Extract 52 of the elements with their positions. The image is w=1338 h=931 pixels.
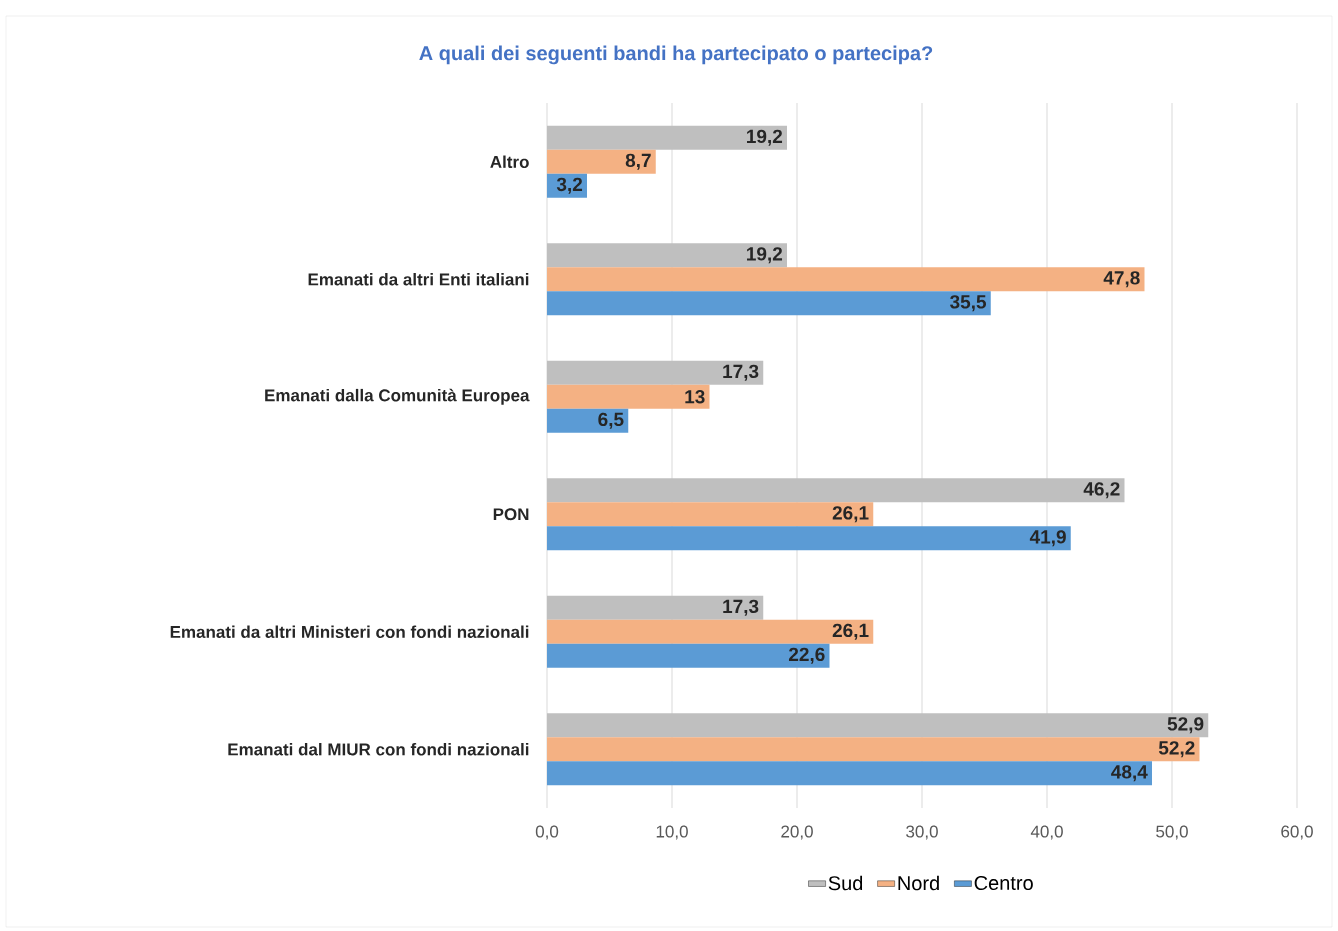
bar [547,408,629,433]
data-label: 41,9 [1029,530,1066,547]
x-tick-label: 0,0 [535,825,559,840]
x-tick-label: 20,0 [781,825,813,840]
data-label: 13 [685,390,705,404]
data-label: 19,2 [747,247,783,264]
legend-label: Sud [828,875,863,891]
x-tick-label: 40,0 [1030,825,1063,840]
x-tick-label: 10,0 [656,825,688,840]
data-label: 17,3 [723,364,759,381]
data-label: 8,7 [625,153,651,170]
bar [547,619,874,644]
data-label: 52,2 [1158,741,1195,758]
bar [547,478,1125,503]
data-label: 35,5 [950,295,987,312]
legend-label: Centro [974,875,1033,891]
data-label: 47,8 [1103,271,1140,288]
bar [547,360,764,385]
bar [547,643,830,668]
legend-label: Nord [898,875,939,891]
y-tick-label: Altro [490,155,529,168]
y-tick-label: Emanati da altri Ministeri con fondi nazionali [170,625,529,638]
bar [547,291,991,316]
bar [547,761,1152,786]
y-tick-label: PON [493,508,529,521]
data-label: 19,2 [747,129,783,146]
data-label: 22,6 [788,647,825,664]
bar [547,384,710,409]
bar [547,713,1209,738]
x-tick-label: 30,0 [906,825,938,840]
bar [547,243,788,268]
data-label: 17,3 [723,599,759,616]
chart-title: A quali dei seguenti bandi ha partecipato o partecipa? [419,45,933,65]
data-label: 48,4 [1111,765,1148,782]
bar [547,526,1071,551]
bar [547,267,1145,292]
bar [547,502,874,527]
data-label: 46,2 [1083,482,1120,499]
bar [547,125,788,150]
data-label: 3,2 [556,177,583,194]
y-tick-label: Emanati da altri Enti italiani [308,273,529,286]
data-label: 6,5 [598,412,624,429]
bar [547,737,1200,762]
y-tick-label: Emanati dal MIUR con fondi nazionali [228,743,529,756]
bar [547,149,656,174]
y-tick-label: Emanati dalla Comunità Europea [265,388,530,405]
data-label: 26,1 [832,506,869,523]
x-tick-label: 50,0 [1156,825,1188,840]
bar [547,595,764,620]
data-label: 52,9 [1167,717,1204,734]
data-label: 26,1 [832,623,869,640]
x-tick-label: 60,0 [1281,825,1313,840]
